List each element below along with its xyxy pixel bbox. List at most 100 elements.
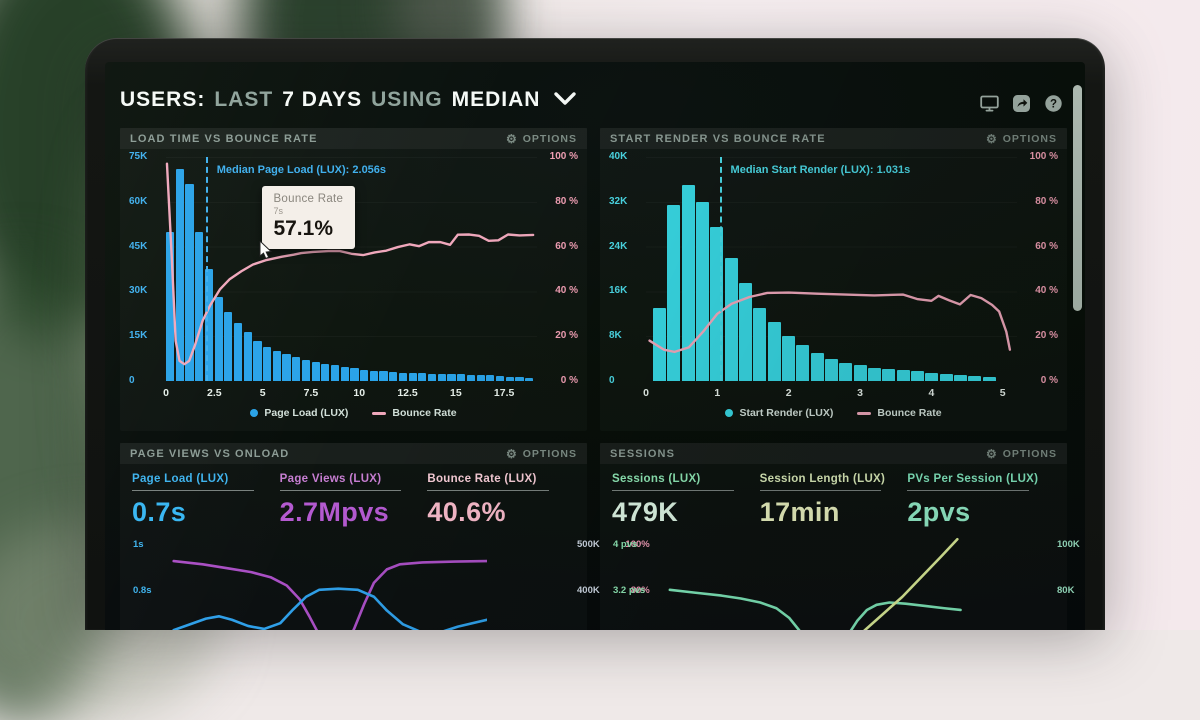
histogram-bar[interactable] (263, 347, 271, 381)
options-button[interactable]: ⚙ OPTIONS (986, 448, 1057, 460)
y-axis-tick: 100 % (1030, 151, 1058, 163)
histogram-bar[interactable] (940, 374, 953, 381)
histogram-bar[interactable] (868, 368, 881, 381)
histogram-bar[interactable] (273, 351, 281, 381)
histogram-bar[interactable] (753, 308, 766, 381)
histogram-bar[interactable] (234, 323, 242, 381)
histogram-bar[interactable] (925, 373, 938, 381)
median-annotation: Median Page Load (LUX): 2.056s (217, 164, 386, 176)
x-axis-tick: 0 (163, 387, 169, 399)
histogram-bar[interactable] (525, 378, 533, 381)
histogram-bar[interactable] (696, 202, 709, 381)
histogram-bar[interactable] (506, 377, 514, 381)
histogram-bar[interactable] (682, 185, 695, 381)
histogram-bar[interactable] (968, 376, 981, 381)
metric-underline (907, 490, 1029, 491)
y-axis-right: 100 %80 %60 %40 %20 %0 % (1030, 151, 1058, 387)
x-axis-tick: 0 (643, 387, 649, 399)
y-axis-tick: 8K (609, 330, 627, 342)
help-icon[interactable]: ? (1044, 94, 1063, 113)
metric-value: 17min (760, 497, 908, 528)
display-icon[interactable] (980, 94, 999, 113)
metric-block[interactable]: Page Views (LUX)2.7Mpvs (280, 473, 428, 528)
histogram-bar[interactable] (496, 376, 504, 381)
histogram-bar[interactable] (457, 374, 465, 381)
histogram-bar[interactable] (331, 365, 339, 381)
histogram-bar[interactable] (854, 365, 867, 381)
histogram-bar[interactable] (515, 377, 523, 381)
histogram-bar[interactable] (954, 375, 967, 381)
histogram-bar[interactable] (882, 369, 895, 381)
tooltip-x-value: 7s (273, 206, 343, 216)
histogram-bar[interactable] (811, 353, 824, 381)
dashboard-title-dropdown[interactable]: USERS: LAST 7 DAYS USING MEDIAN (120, 88, 577, 112)
histogram-bar[interactable] (195, 232, 203, 381)
scrollbar-thumb[interactable] (1073, 85, 1082, 311)
panel-header: PAGE VIEWS VS ONLOAD ⚙ OPTIONS (120, 443, 587, 464)
histogram-bar[interactable] (253, 341, 261, 381)
histogram-bar[interactable] (244, 332, 252, 381)
histogram-bar[interactable] (176, 169, 184, 381)
share-icon[interactable] (1012, 94, 1031, 113)
histogram-bar[interactable] (282, 354, 290, 381)
histogram-bars (653, 157, 995, 381)
histogram-bar[interactable] (389, 372, 397, 381)
panel-header: START RENDER VS BOUNCE RATE ⚙ OPTIONS (600, 128, 1067, 149)
histogram-bar[interactable] (399, 373, 407, 381)
histogram-bar[interactable] (360, 370, 368, 381)
legend-line-swatch (857, 412, 871, 415)
metric-value: 0.7s (132, 497, 280, 528)
median-marker-line: Median Page Load (LUX): 2.056s (206, 157, 208, 381)
histogram-bar[interactable] (447, 374, 455, 381)
histogram-bar[interactable] (370, 371, 378, 381)
histogram-bar[interactable] (768, 322, 781, 381)
chart-legend: Page Load (LUX)Bounce Rate (120, 407, 587, 419)
histogram-bar[interactable] (911, 371, 924, 381)
histogram-bar[interactable] (653, 308, 666, 381)
histogram-bar[interactable] (418, 373, 426, 381)
metric-block[interactable]: Page Load (LUX)0.7s (132, 473, 280, 528)
metric-block[interactable]: Bounce Rate (LUX)40.6% (427, 473, 575, 528)
histogram-bar[interactable] (467, 375, 475, 381)
options-button[interactable]: ⚙ OPTIONS (506, 448, 577, 460)
histogram-bar[interactable] (379, 371, 387, 381)
histogram-bar[interactable] (983, 377, 996, 381)
histogram-bar[interactable] (215, 297, 223, 381)
options-button[interactable]: ⚙ OPTIONS (986, 133, 1057, 145)
median-marker-line: Median Start Render (LUX): 1.031s (720, 157, 722, 381)
histogram-bar[interactable] (796, 345, 809, 381)
histogram-bar[interactable] (224, 312, 232, 381)
histogram-bar[interactable] (166, 232, 174, 381)
plot-area[interactable]: Median Page Load (LUX): 2.056s Bounce Ra… (166, 157, 537, 381)
histogram-bar[interactable] (438, 374, 446, 381)
histogram-bar[interactable] (341, 367, 349, 381)
histogram-bar[interactable] (739, 283, 752, 381)
histogram-bar[interactable] (486, 375, 494, 381)
histogram-bar[interactable] (292, 357, 300, 381)
options-button[interactable]: ⚙ OPTIONS (506, 133, 577, 145)
gear-icon: ⚙ (506, 448, 518, 460)
y-axis-tick: 0.8s (133, 585, 152, 597)
histogram-bar[interactable] (185, 184, 193, 381)
histogram-bar[interactable] (782, 336, 795, 381)
metric-block[interactable]: Session Length (LUX)17min (760, 473, 908, 528)
axis-value-primary: 100K (1057, 539, 1080, 550)
panel-title: START RENDER VS BOUNCE RATE (610, 133, 826, 145)
chevron-down-icon[interactable] (553, 88, 577, 112)
histogram-bar[interactable] (350, 368, 358, 381)
histogram-bar[interactable] (409, 373, 417, 381)
metric-block[interactable]: PVs Per Session (LUX)2pvs (907, 473, 1055, 528)
histogram-bar[interactable] (667, 205, 680, 381)
histogram-bar[interactable] (825, 359, 838, 381)
metric-block[interactable]: Sessions (LUX)479K (612, 473, 760, 528)
histogram-bar[interactable] (302, 360, 310, 382)
histogram-bar[interactable] (839, 363, 852, 381)
mouse-cursor-icon (259, 241, 273, 264)
histogram-bar[interactable] (428, 374, 436, 381)
histogram-bar[interactable] (897, 370, 910, 381)
histogram-bar[interactable] (312, 362, 320, 381)
histogram-bar[interactable] (321, 364, 329, 381)
histogram-bar[interactable] (725, 258, 738, 381)
histogram-bar[interactable] (477, 375, 485, 381)
